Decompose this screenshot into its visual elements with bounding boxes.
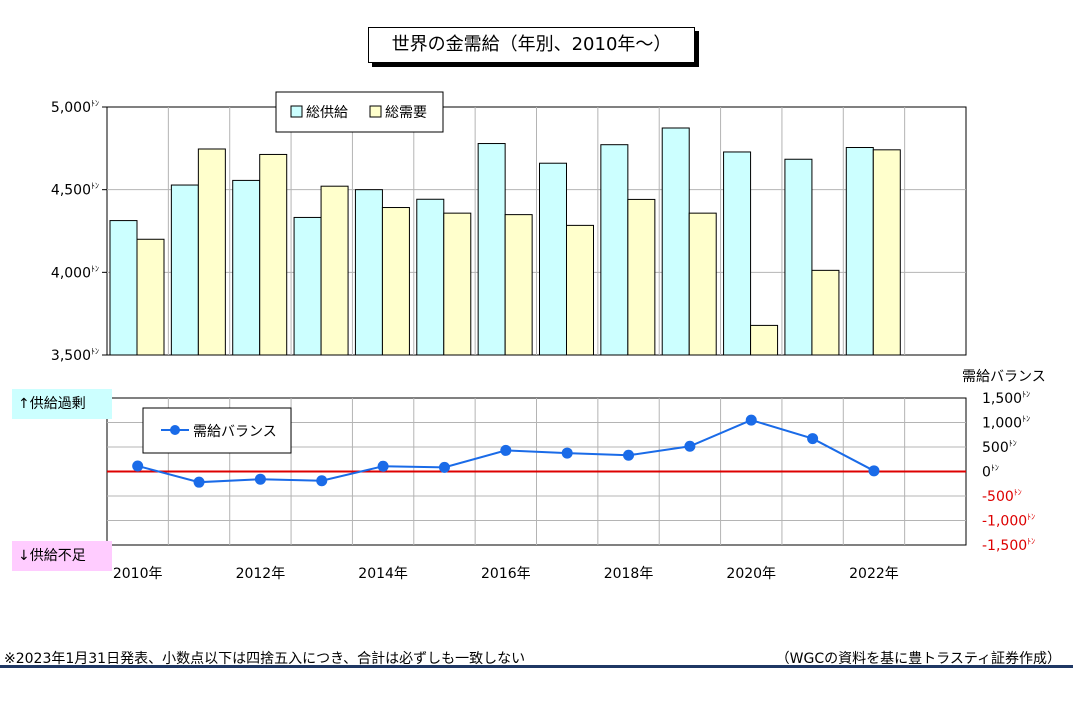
supply-bar — [232, 179, 261, 356]
supply-bar — [723, 151, 752, 356]
balance-point — [500, 444, 512, 456]
x-tick-label: 2012年 — [236, 566, 286, 582]
footnote: ※2023年1月31日発表、小数点以下は四捨五入につき、合計は必ずしも一致しない — [4, 651, 526, 667]
bar-legend-box — [275, 91, 444, 133]
supply-bar — [477, 143, 506, 356]
demand-bar — [566, 224, 594, 356]
x-tick-label: 2020年 — [726, 566, 776, 582]
balance-point — [684, 440, 696, 452]
balance-y-tick-label: -1,500ﾄﾝ — [982, 537, 1035, 554]
balance-y-tick-label: 0ﾄﾝ — [982, 464, 999, 481]
bottom-rule — [0, 665, 1073, 668]
demand-bar — [443, 212, 472, 356]
demand-bar — [381, 207, 410, 356]
balance-point — [377, 460, 389, 472]
balance-y-tick-label: 1,500ﾄﾝ — [982, 390, 1030, 407]
supply-bar — [354, 189, 383, 356]
balance-y-tick-label: -500ﾄﾝ — [982, 488, 1022, 505]
demand-bar — [750, 324, 779, 356]
balance-point — [868, 465, 880, 477]
x-tick-label: 2018年 — [604, 566, 654, 582]
demand-bar — [259, 153, 288, 356]
supply-bar — [539, 162, 567, 356]
balance-y-tick-label: -1,000ﾄﾝ — [982, 513, 1035, 530]
supply-bar — [845, 147, 874, 356]
demand-bar — [320, 185, 349, 356]
shortage-tag: ↓供給不足 — [12, 541, 112, 571]
supply-bar — [293, 216, 322, 356]
x-tick-label: 2022年 — [849, 566, 899, 582]
supply-bar — [109, 220, 138, 356]
bar-y-tick-label: 4,000ﾄﾝ — [51, 264, 99, 281]
demand-bar — [627, 198, 656, 356]
demand-bar — [197, 148, 226, 356]
demand-bar — [504, 214, 533, 356]
supply-demand-bar-plot: 3,500ﾄﾝ 4,000ﾄﾝ 4,500ﾄﾝ 5,000ﾄﾝ — [51, 99, 967, 364]
supply-bar — [416, 198, 445, 356]
demand-bar — [688, 212, 717, 356]
balance-y-tick-label: 500ﾄﾝ — [982, 439, 1017, 456]
demand-bar — [136, 238, 165, 356]
balance-axis-title: 需給バランス — [962, 369, 1046, 385]
balance-point — [438, 461, 450, 473]
balance-point — [807, 433, 819, 445]
source-note: （WGCの資料を基に豊トラスティ証券作成） — [775, 651, 1061, 667]
bar-legend: 総供給 総需要 — [275, 91, 444, 133]
supply-bar — [600, 144, 629, 356]
bar-y-tick-label: 5,000ﾄﾝ — [51, 99, 99, 116]
balance-point — [745, 414, 757, 426]
supply-bar — [661, 127, 690, 356]
chart-title: 世界の金需給（年別、2010年〜） — [368, 27, 695, 63]
demand-legend-label: 総需要 — [385, 105, 427, 121]
balance-point — [623, 449, 635, 461]
balance-point — [254, 473, 266, 485]
balance-point — [316, 475, 328, 487]
balance-point — [561, 447, 573, 459]
balance-point — [132, 460, 144, 472]
supply-legend-swatch — [290, 105, 303, 118]
x-tick-label: 2014年 — [358, 566, 408, 582]
supply-bar — [170, 184, 199, 356]
balance-legend-label: 需給バランス — [193, 424, 277, 440]
supply-legend-label: 総供給 — [306, 105, 348, 121]
balance-y-tick-label: 1,000ﾄﾝ — [982, 415, 1030, 432]
balance-legend: 需給バランス — [142, 407, 292, 454]
balance-point — [193, 476, 205, 488]
bar-y-tick-label: 4,500ﾄﾝ — [51, 182, 99, 199]
demand-legend-swatch — [369, 105, 382, 118]
x-tick-label: 2016年 — [481, 566, 531, 582]
bar-y-tick-label: 3,500ﾄﾝ — [51, 347, 99, 364]
balance-legend-marker — [170, 425, 180, 435]
demand-bar — [811, 269, 840, 356]
supply-bar — [784, 158, 813, 356]
demand-bar — [872, 149, 901, 356]
x-tick-label: 2010年 — [113, 566, 163, 582]
oversupply-tag: ↑供給過剰 — [12, 389, 112, 419]
